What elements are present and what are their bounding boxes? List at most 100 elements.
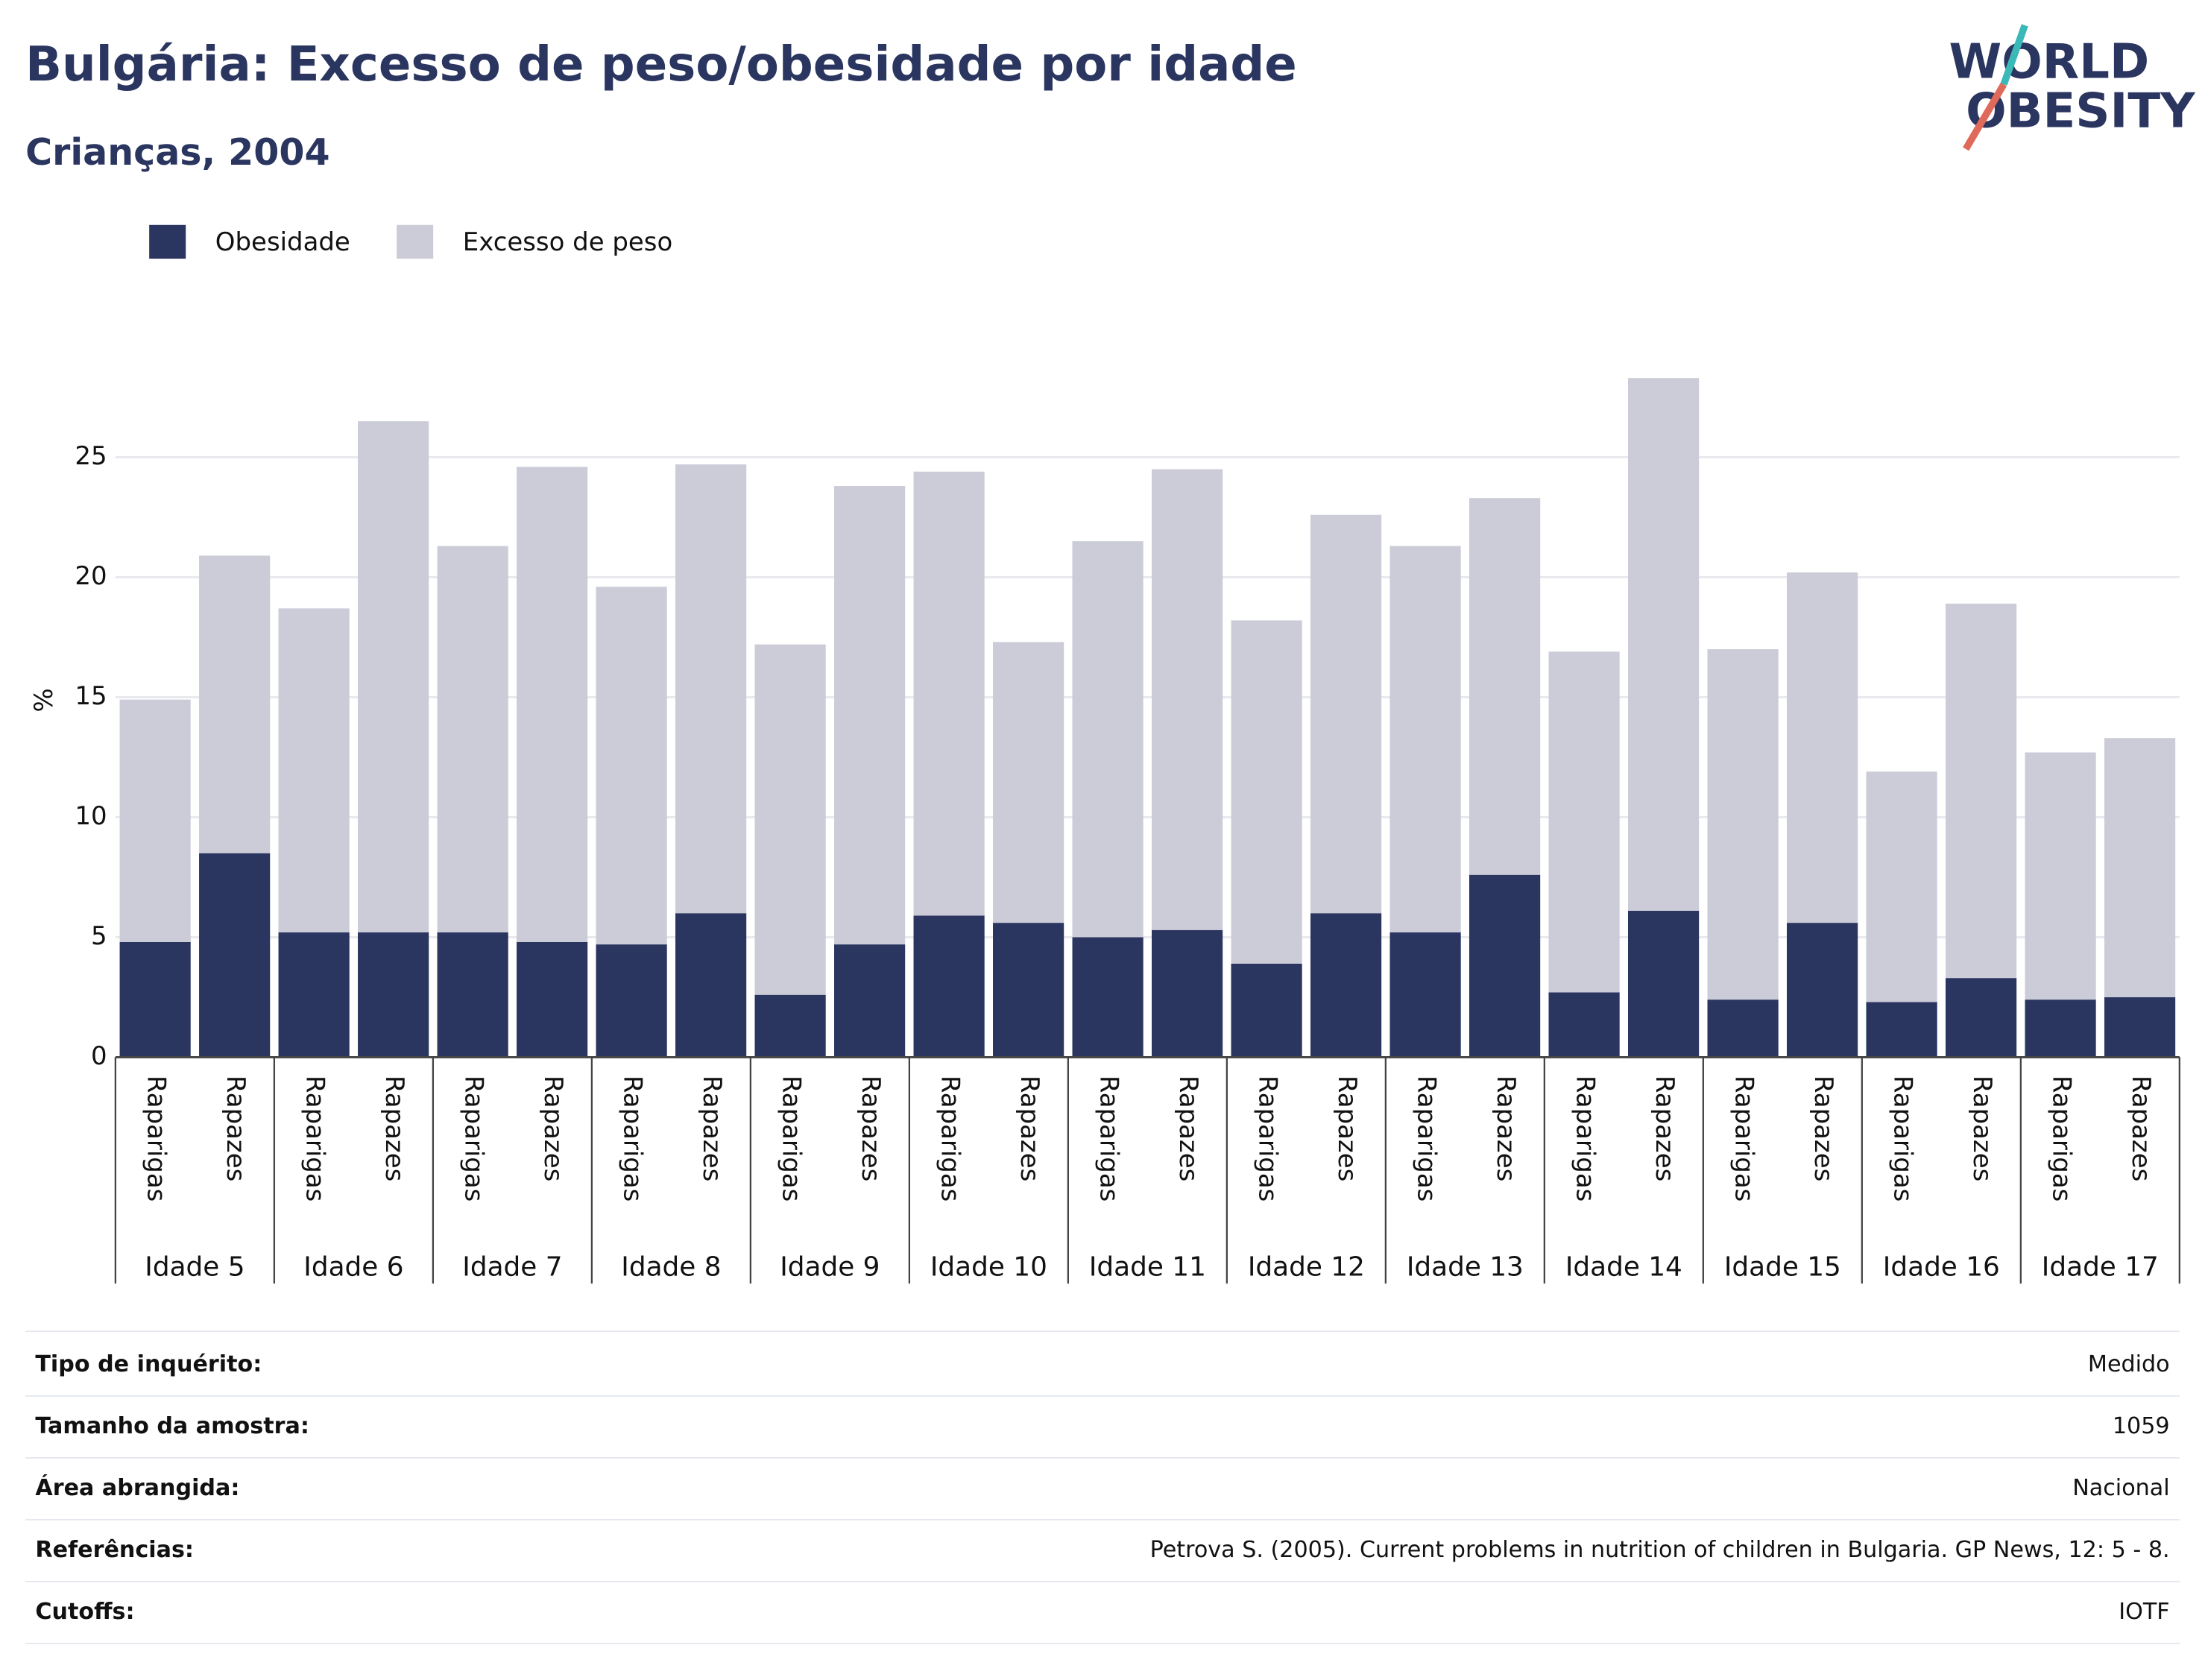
bar-segment bbox=[1628, 911, 1700, 1058]
bar-segment bbox=[437, 932, 508, 1058]
bar-segment bbox=[358, 932, 429, 1058]
logo-slash bbox=[1963, 82, 2007, 151]
logo-slash bbox=[2000, 24, 2028, 86]
bar-segment bbox=[517, 467, 588, 942]
chart-subtitle: Crianças, 2004 bbox=[25, 130, 329, 174]
bar-segment bbox=[993, 923, 1064, 1058]
bar-segment bbox=[1389, 932, 1461, 1058]
bar-segment bbox=[1628, 378, 1700, 912]
bar-segment bbox=[1469, 498, 1541, 875]
bar-segment bbox=[754, 994, 826, 1058]
table-value: 1059 bbox=[2113, 1413, 2170, 1439]
legend-label: Obesidade bbox=[215, 227, 350, 257]
group-label: Idade 5 bbox=[145, 1251, 245, 1282]
group-label: Idade 7 bbox=[462, 1251, 562, 1282]
x-tick-label: Rapazes bbox=[856, 1076, 886, 1181]
bar-segment bbox=[1469, 874, 1541, 1058]
bar-segment bbox=[913, 471, 985, 916]
chart-title: Bulgária: Excesso de peso/obesidade por … bbox=[25, 37, 1297, 92]
y-tick-label: 5 bbox=[91, 921, 107, 951]
bar-segment bbox=[596, 944, 667, 1058]
bar-segment bbox=[358, 421, 429, 932]
table-label: Tamanho da amostra: bbox=[35, 1413, 309, 1439]
bar-segment bbox=[1072, 937, 1143, 1058]
x-tick-label: Rapazes bbox=[1491, 1076, 1521, 1181]
logo-text: WORLD bbox=[1949, 34, 2149, 89]
bar-segment bbox=[119, 699, 191, 942]
x-tick-label: Raparigas bbox=[459, 1076, 489, 1201]
table-value: IOTF bbox=[2119, 1599, 2169, 1625]
legend-swatch bbox=[397, 224, 434, 259]
x-tick-label: Rapazes bbox=[1967, 1076, 1997, 1181]
x-tick-label: Rapazes bbox=[221, 1076, 250, 1181]
bar-segment bbox=[1866, 1002, 1937, 1058]
x-tick-label: Raparigas bbox=[936, 1076, 965, 1201]
bar-segment bbox=[1548, 651, 1620, 993]
bar-segment bbox=[1707, 649, 1779, 1000]
x-tick-label: Rapazes bbox=[379, 1076, 409, 1181]
x-tick-label: Raparigas bbox=[777, 1076, 807, 1201]
x-tick-label: Rapazes bbox=[1015, 1076, 1044, 1181]
bar-segment bbox=[2104, 997, 2176, 1058]
bar-segment bbox=[278, 608, 350, 932]
y-tick-label: 20 bbox=[75, 561, 107, 591]
table-value: Petrova S. (2005). Current problems in n… bbox=[1150, 1537, 2170, 1563]
group-label: Idade 14 bbox=[1565, 1251, 1682, 1282]
bar-segment bbox=[1866, 771, 1937, 1002]
bar-segment bbox=[119, 941, 191, 1058]
bar-segment bbox=[1152, 929, 1223, 1058]
x-tick-label: Raparigas bbox=[1412, 1076, 1442, 1201]
x-tick-label: Raparigas bbox=[1253, 1076, 1283, 1201]
y-tick-label: 15 bbox=[75, 681, 107, 711]
table-value: Nacional bbox=[2072, 1475, 2169, 1501]
bar-segment bbox=[517, 941, 588, 1058]
bar-segment bbox=[1707, 1000, 1779, 1058]
bar-segment bbox=[913, 915, 985, 1058]
bar-segment bbox=[1152, 469, 1223, 930]
table-label: Referências: bbox=[35, 1537, 194, 1563]
y-tick-label: 0 bbox=[91, 1041, 107, 1071]
y-tick-label: 10 bbox=[75, 801, 107, 831]
logo-text: OBESITY bbox=[1966, 83, 2196, 139]
x-tick-label: Raparigas bbox=[1571, 1076, 1600, 1201]
group-label: Idade 9 bbox=[780, 1251, 880, 1282]
y-axis-label: % bbox=[29, 688, 59, 712]
bar-segment bbox=[1389, 546, 1461, 932]
group-label: Idade 6 bbox=[303, 1251, 403, 1282]
bar-segment bbox=[278, 932, 350, 1058]
x-tick-label: Raparigas bbox=[142, 1076, 171, 1201]
bar-segment bbox=[1945, 603, 2017, 979]
x-tick-label: Raparigas bbox=[2047, 1076, 2077, 1201]
bar-segment bbox=[1786, 572, 1858, 923]
bar-segment bbox=[2104, 738, 2176, 997]
table-label: Área abrangida: bbox=[35, 1474, 239, 1501]
x-tick-label: Rapazes bbox=[1332, 1076, 1362, 1181]
bar-segment bbox=[675, 464, 747, 914]
bar-segment bbox=[1786, 923, 1858, 1058]
bar-segment bbox=[1231, 963, 1302, 1058]
x-tick-label: Rapazes bbox=[2126, 1076, 2156, 1181]
bar-segment bbox=[596, 587, 667, 945]
group-label: Idade 8 bbox=[621, 1251, 721, 1282]
x-tick-label: Rapazes bbox=[1173, 1076, 1203, 1181]
table-label: Cutoffs: bbox=[35, 1599, 134, 1625]
legend-label: Excesso de peso bbox=[463, 227, 672, 257]
bar-segment bbox=[834, 944, 906, 1058]
y-tick-label: 25 bbox=[75, 441, 107, 471]
x-tick-label: Raparigas bbox=[1729, 1076, 1759, 1201]
x-tick-label: Raparigas bbox=[300, 1076, 330, 1201]
bar-segment bbox=[2025, 1000, 2096, 1058]
x-tick-label: Rapazes bbox=[1650, 1076, 1679, 1181]
group-label: Idade 12 bbox=[1248, 1251, 1365, 1282]
x-tick-label: Rapazes bbox=[1808, 1076, 1838, 1181]
bar-segment bbox=[993, 642, 1064, 923]
x-tick-label: Raparigas bbox=[1888, 1076, 1918, 1201]
table-label: Tipo de inquérito: bbox=[35, 1351, 262, 1377]
group-label: Idade 11 bbox=[1089, 1251, 1206, 1282]
bar-segment bbox=[1072, 541, 1143, 938]
bar-segment bbox=[199, 555, 271, 853]
bar-segment bbox=[834, 486, 906, 945]
group-label: Idade 17 bbox=[2042, 1251, 2159, 1282]
bar-segment bbox=[675, 913, 747, 1058]
